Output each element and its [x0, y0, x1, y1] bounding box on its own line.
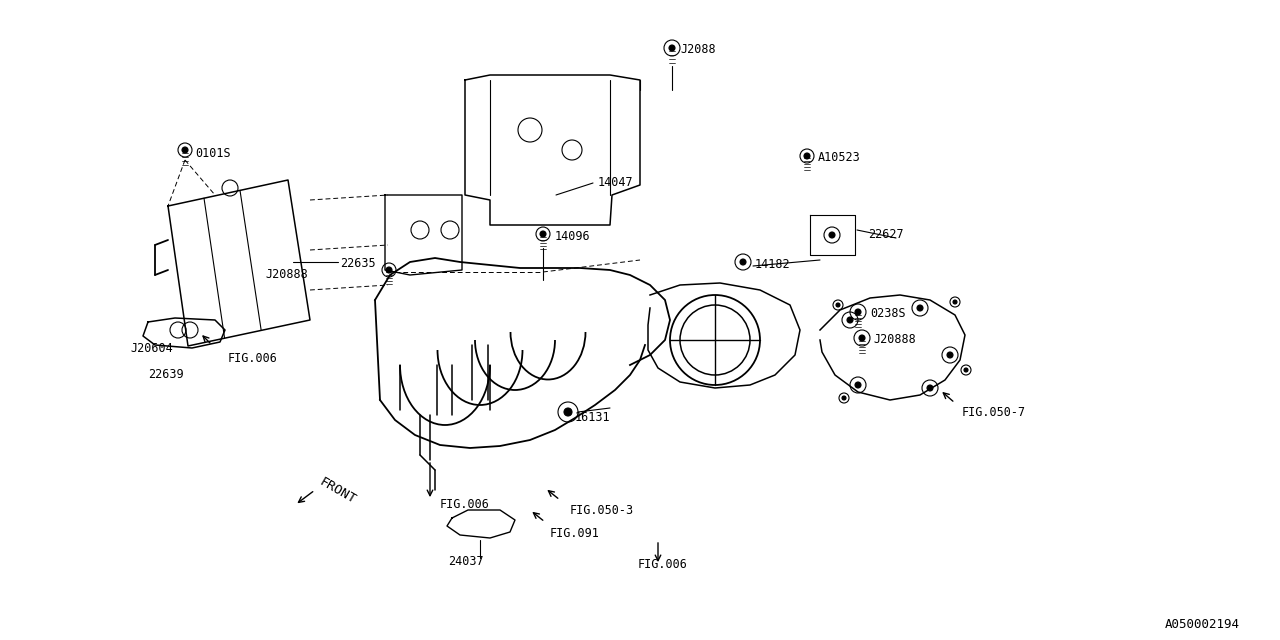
Circle shape — [954, 300, 957, 304]
Text: J20888: J20888 — [873, 333, 915, 346]
Text: 22635: 22635 — [340, 257, 375, 270]
Circle shape — [855, 309, 861, 315]
Text: FIG.050-7: FIG.050-7 — [963, 406, 1027, 419]
Circle shape — [947, 352, 954, 358]
Circle shape — [182, 147, 188, 153]
Text: 16131: 16131 — [575, 411, 611, 424]
Text: 22627: 22627 — [868, 228, 904, 241]
Circle shape — [829, 232, 835, 238]
Circle shape — [859, 335, 865, 341]
Circle shape — [964, 368, 968, 372]
Circle shape — [836, 303, 840, 307]
Text: FIG.006: FIG.006 — [637, 558, 687, 571]
Text: FIG.091: FIG.091 — [550, 527, 600, 540]
Text: A10523: A10523 — [818, 151, 860, 164]
Circle shape — [564, 408, 572, 416]
Text: 14047: 14047 — [598, 176, 634, 189]
Circle shape — [804, 153, 810, 159]
Text: 14096: 14096 — [556, 230, 590, 243]
Text: FRONT: FRONT — [316, 475, 357, 506]
Circle shape — [387, 267, 392, 273]
Text: 22639: 22639 — [148, 368, 183, 381]
Circle shape — [540, 231, 547, 237]
Text: FIG.006: FIG.006 — [440, 498, 490, 511]
Circle shape — [842, 396, 846, 400]
Text: J20888: J20888 — [265, 268, 308, 281]
Text: 0101S: 0101S — [195, 147, 230, 160]
Circle shape — [847, 317, 852, 323]
Circle shape — [740, 259, 746, 265]
Circle shape — [927, 385, 933, 391]
Text: 14182: 14182 — [755, 258, 791, 271]
Text: FIG.006: FIG.006 — [228, 352, 278, 365]
Text: 0238S: 0238S — [870, 307, 906, 320]
Text: 24037: 24037 — [448, 555, 484, 568]
Text: J20604: J20604 — [131, 342, 173, 355]
Text: J2088: J2088 — [680, 43, 716, 56]
Circle shape — [916, 305, 923, 311]
Circle shape — [669, 45, 675, 51]
Circle shape — [855, 382, 861, 388]
Text: FIG.050-3: FIG.050-3 — [570, 504, 634, 517]
Text: A050002194: A050002194 — [1165, 618, 1240, 631]
